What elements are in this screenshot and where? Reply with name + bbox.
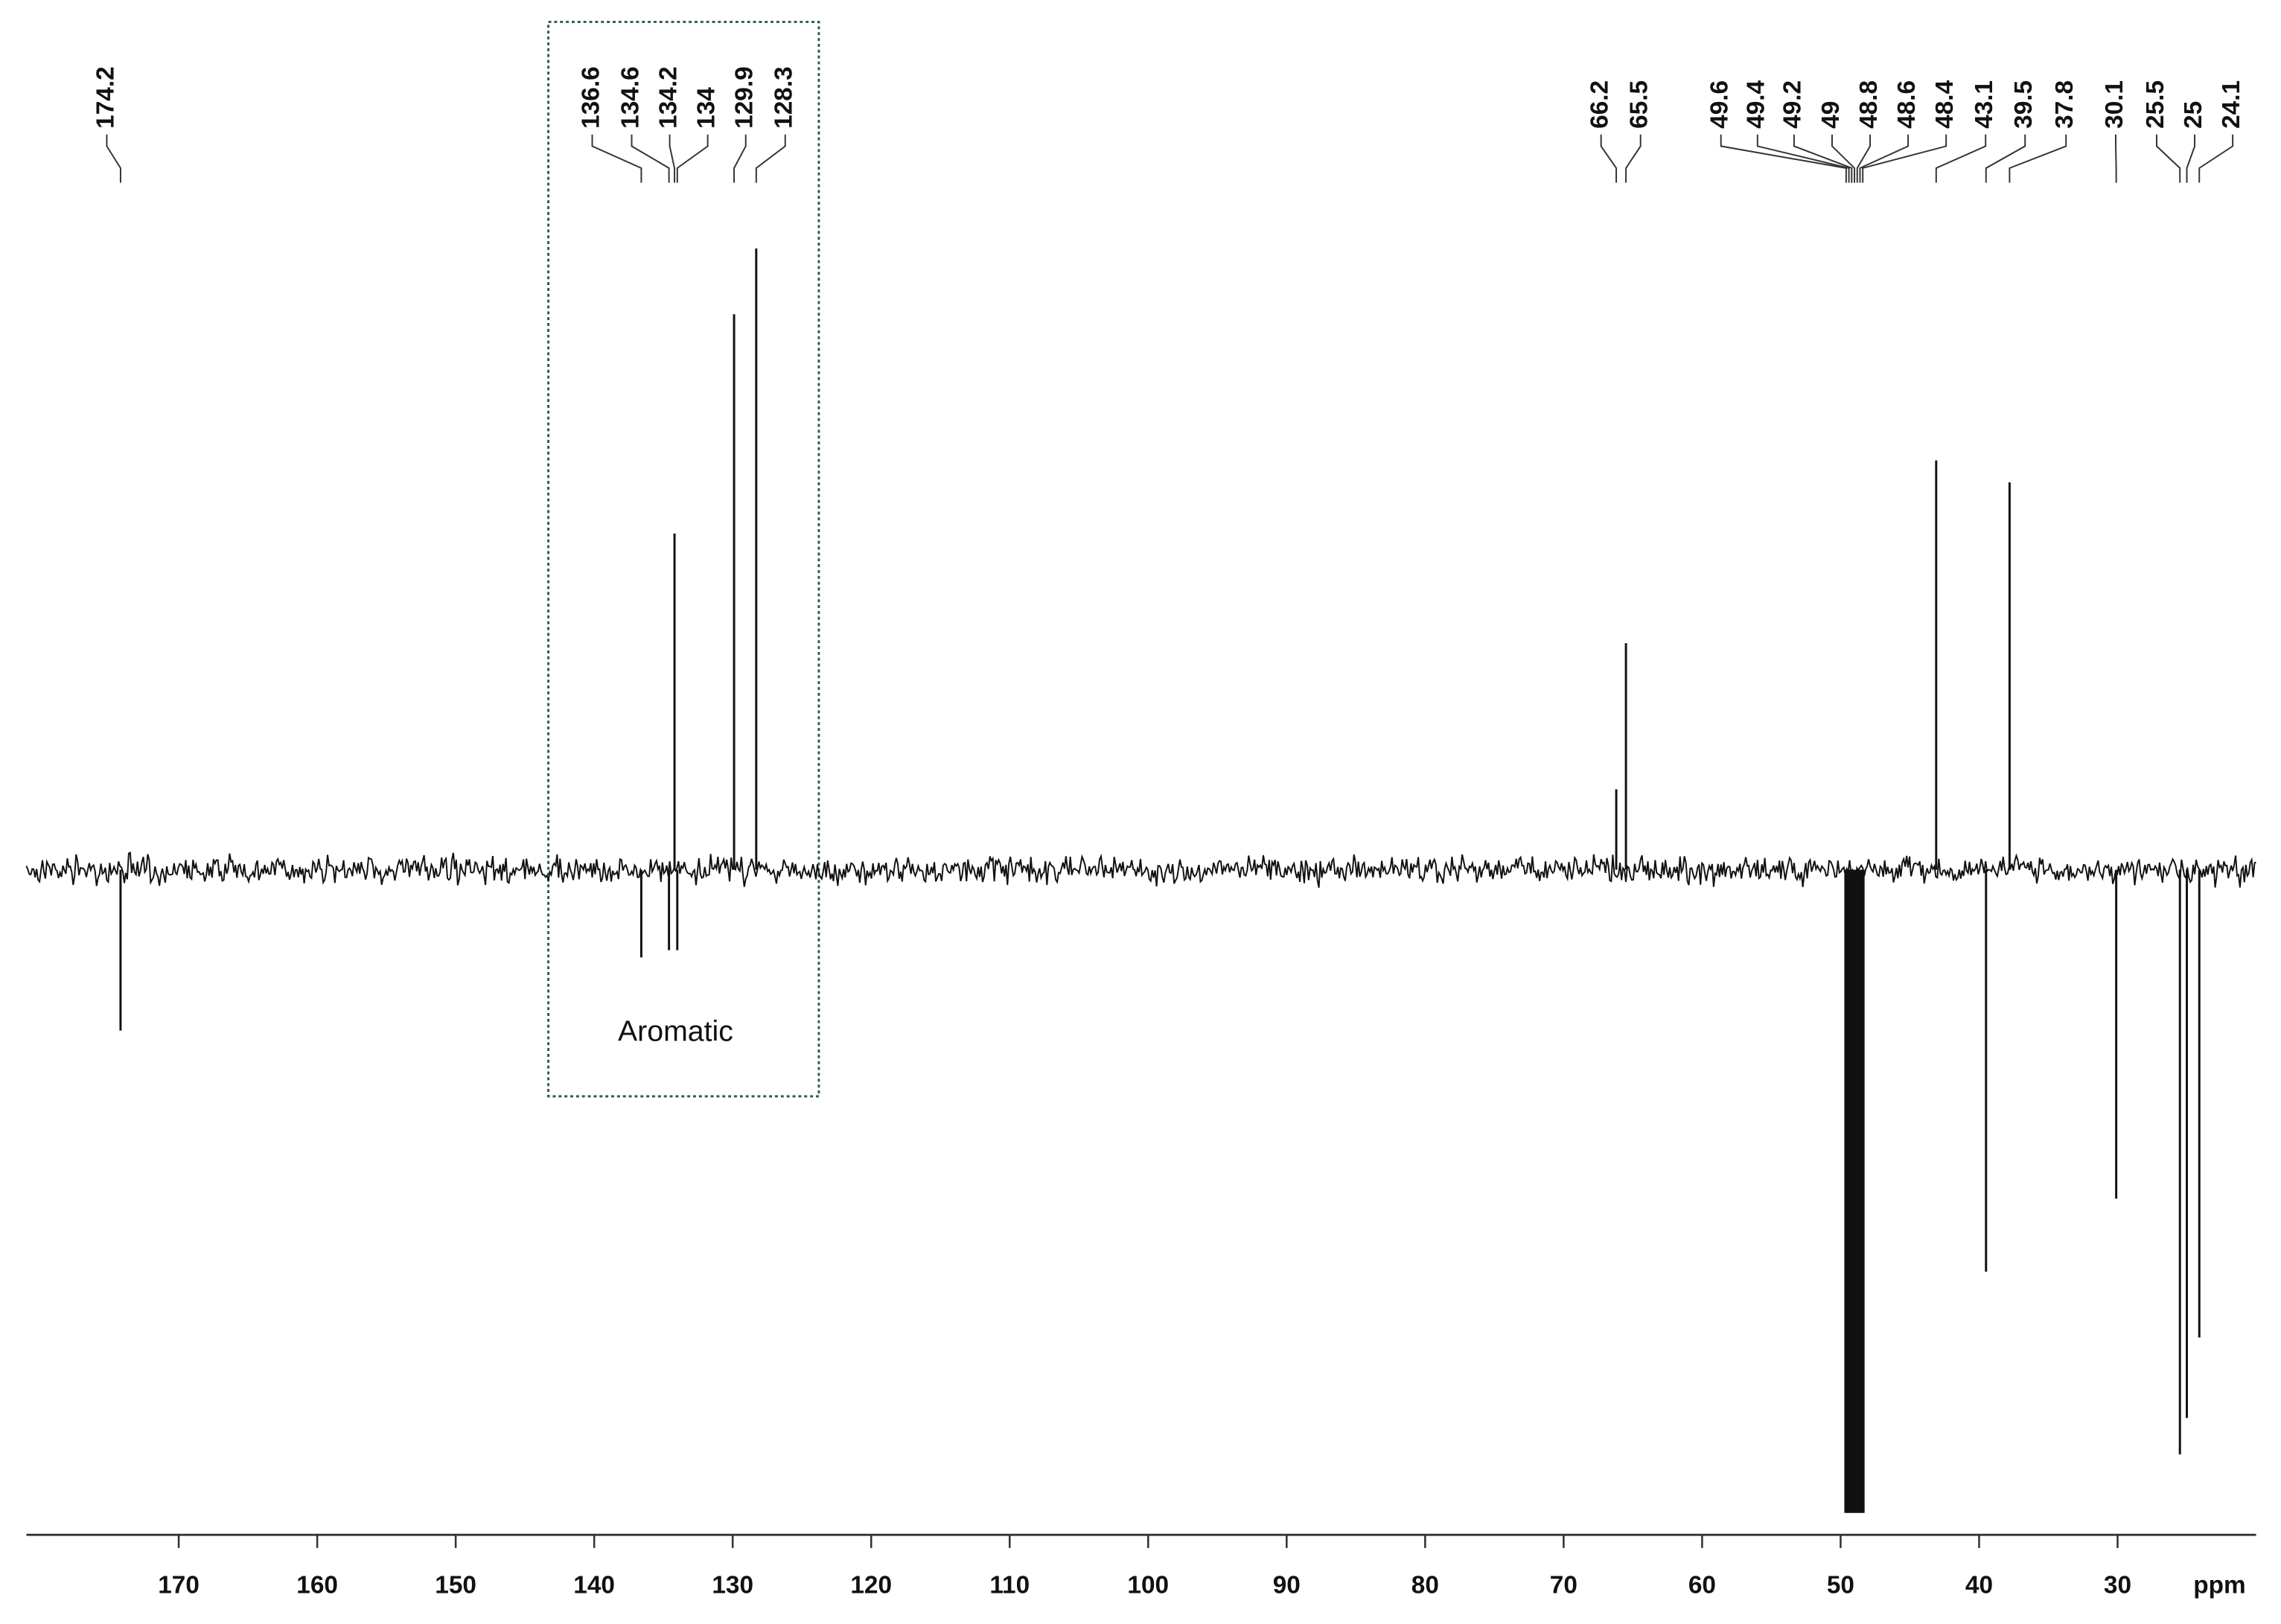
label-leader bbox=[631, 134, 670, 183]
peak-label: 134.6 bbox=[616, 66, 644, 129]
label-leader bbox=[733, 134, 747, 183]
peak-label: 48.8 bbox=[1855, 80, 1883, 129]
peak-label: 49.4 bbox=[1743, 80, 1770, 128]
x-tick-label: 170 bbox=[158, 1572, 200, 1599]
peak-label: 128.3 bbox=[771, 66, 798, 129]
annotation: Aromatic bbox=[618, 1014, 733, 1047]
label-leader bbox=[1831, 134, 1856, 183]
peak-label: 24.1 bbox=[2218, 80, 2245, 129]
label-leader bbox=[106, 134, 121, 183]
x-tick-label: 90 bbox=[1273, 1572, 1301, 1599]
label-leader bbox=[2198, 134, 2234, 183]
x-tick-label: 100 bbox=[1127, 1572, 1169, 1599]
peak-label: 25 bbox=[2180, 101, 2207, 129]
x-tick-label: 60 bbox=[1688, 1572, 1716, 1599]
label-leader bbox=[676, 134, 709, 183]
peak-label: 129.9 bbox=[731, 66, 759, 129]
x-tick-label: 50 bbox=[1827, 1572, 1854, 1599]
peak-label: 43.1 bbox=[1971, 80, 1998, 129]
peak-label: 174.2 bbox=[92, 66, 119, 129]
aromatic-box bbox=[547, 20, 820, 1098]
label-leader bbox=[1600, 134, 1618, 183]
baseline-noise bbox=[25, 851, 2256, 888]
peak-label: 134 bbox=[692, 87, 720, 129]
label-leader bbox=[1793, 134, 1853, 183]
label-leader bbox=[2155, 134, 2181, 183]
label-leader bbox=[1859, 134, 1910, 183]
label-leader bbox=[591, 134, 642, 183]
x-tick-label: 30 bbox=[2104, 1572, 2131, 1599]
peak-label: 37.8 bbox=[2051, 80, 2079, 129]
label-leader bbox=[2186, 134, 2196, 183]
peak-label: 49.2 bbox=[1779, 80, 1807, 129]
peak-label: 49.6 bbox=[1706, 80, 1734, 129]
label-leader bbox=[2009, 134, 2067, 183]
peak-label: 39.5 bbox=[2010, 80, 2038, 129]
label-leader bbox=[1985, 134, 2026, 183]
x-tick-label: 160 bbox=[296, 1572, 338, 1599]
label-leader bbox=[755, 134, 786, 183]
x-axis-label: ppm bbox=[2193, 1572, 2245, 1599]
peak-label: 65.5 bbox=[1625, 80, 1653, 129]
label-leader bbox=[1862, 134, 1947, 183]
x-tick-label: 130 bbox=[712, 1572, 753, 1599]
x-tick-label: 120 bbox=[850, 1572, 892, 1599]
peak-label: 48.4 bbox=[1931, 80, 1959, 128]
x-tick-label: 110 bbox=[989, 1572, 1030, 1599]
peak-label: 136.6 bbox=[577, 66, 604, 129]
peak-label: 66.2 bbox=[1586, 80, 1613, 129]
peak-label: 48.6 bbox=[1893, 80, 1921, 129]
label-leader bbox=[669, 134, 676, 183]
x-tick-label: 80 bbox=[1411, 1572, 1439, 1599]
label-leader bbox=[1625, 134, 1642, 183]
label-leader bbox=[1935, 134, 1987, 183]
peak-label: 49 bbox=[1817, 101, 1845, 129]
x-tick-label: 140 bbox=[573, 1572, 615, 1599]
peak-label: 134.2 bbox=[654, 66, 682, 129]
label-leader bbox=[1856, 134, 1872, 183]
x-tick-label: 150 bbox=[435, 1572, 476, 1599]
x-tick-label: 40 bbox=[1965, 1572, 1993, 1599]
x-tick-label: 70 bbox=[1550, 1572, 1577, 1599]
label-leader bbox=[1756, 134, 1850, 183]
peak-label: 25.5 bbox=[2142, 80, 2169, 129]
label-leader bbox=[1720, 134, 1847, 183]
peak-label: 30.1 bbox=[2101, 80, 2128, 129]
